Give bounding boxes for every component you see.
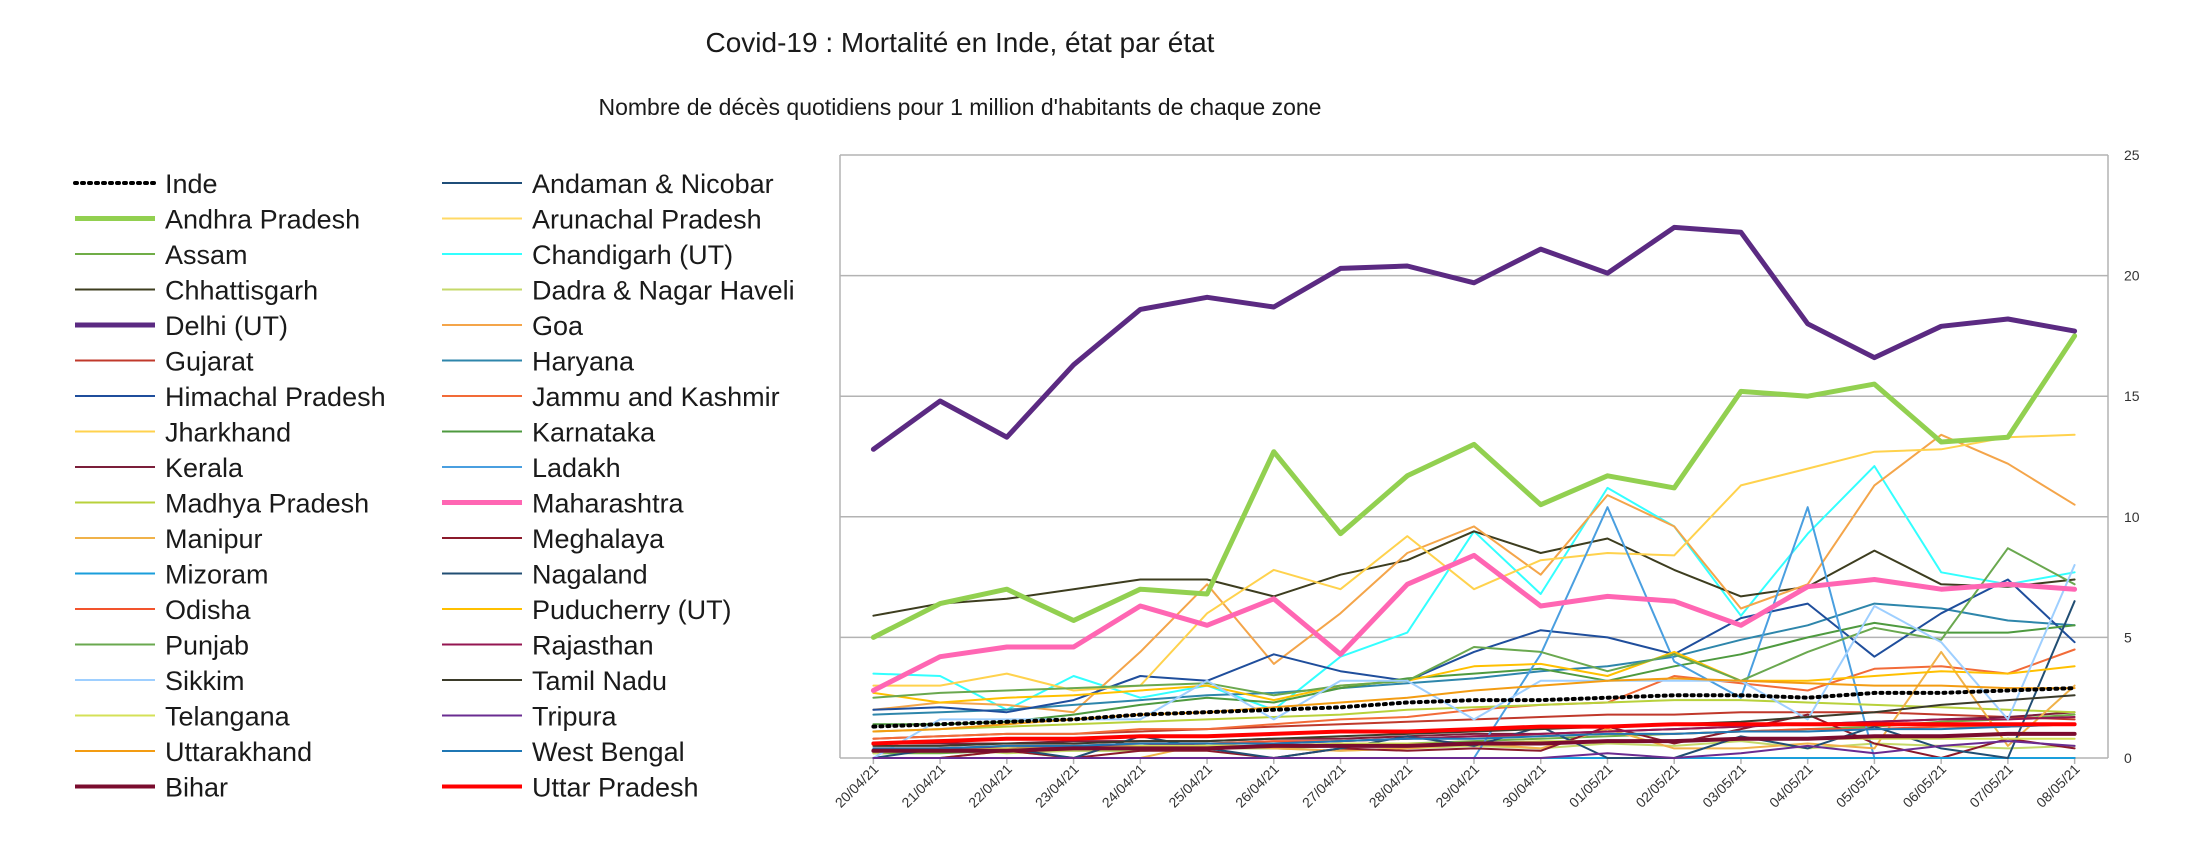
legend-label: Himachal Pradesh (165, 382, 386, 412)
legend-label: Mizoram (165, 560, 269, 590)
legend-label: Uttarakhand (165, 737, 312, 767)
series-line (872, 433, 2076, 714)
legend-label: Ladakh (532, 453, 621, 483)
y-tick-label: 5 (2124, 629, 2132, 645)
x-tick-label: 04/05/21 (1766, 761, 1816, 811)
legend-label: Chandigarh (UT) (532, 240, 733, 270)
legend-label: Inde (165, 169, 218, 199)
x-tick-label: 25/04/21 (1165, 761, 1215, 811)
series-line (872, 547, 2076, 699)
series-line (871, 686, 2077, 729)
legend-label: Nagaland (532, 560, 648, 590)
legend: Inde Andaman & Nicobar Andhra Pradesh Aruna… (73, 169, 795, 803)
series-line (870, 333, 2078, 640)
legend-label: Puducherry (UT) (532, 595, 732, 625)
series-line (872, 433, 2076, 692)
axes: 0 5 10 15 20 25 20/04/21 21/04/21 22/04/21 23/04/… (832, 147, 2140, 811)
legend-label: Tripura (532, 702, 618, 732)
y-tick-label: 0 (2124, 750, 2132, 766)
legend-label: Rajasthan (532, 631, 654, 661)
legend-label: Goa (532, 311, 584, 341)
legend-label: Gujarat (165, 347, 254, 377)
legend-label: Jharkhand (165, 418, 291, 448)
series-line (872, 677, 2076, 733)
x-tick-label: 24/04/21 (1099, 761, 1149, 811)
x-tick-label: 07/05/21 (1966, 761, 2016, 811)
series-line (872, 650, 2076, 704)
legend-label: Sikkim (165, 666, 245, 696)
series-line (870, 224, 2078, 452)
x-tick-label: 01/05/21 (1566, 761, 1616, 811)
legend-label: Telangana (165, 702, 291, 732)
legend-label: Andhra Pradesh (165, 205, 360, 235)
legend-label: Dadra & Nagar Haveli (532, 276, 795, 306)
legend-label: Assam (165, 240, 248, 270)
legend-label: Tamil Nadu (532, 666, 667, 696)
series-line (872, 740, 2076, 759)
y-tick-label: 25 (2124, 147, 2140, 163)
legend-label: Delhi (UT) (165, 311, 288, 341)
series-line (872, 699, 2076, 733)
legend-label: Manipur (165, 524, 263, 554)
x-tick-label: 26/04/21 (1232, 761, 1282, 811)
y-tick-label: 10 (2124, 509, 2140, 525)
series-line (871, 722, 2077, 746)
series-line (872, 602, 2076, 716)
legend-label: Arunachal Pradesh (532, 205, 762, 235)
legend-label: Haryana (532, 347, 635, 377)
legend-label: West Bengal (532, 737, 685, 767)
legend-label: Maharashtra (532, 489, 685, 519)
series-line (872, 621, 2076, 726)
series-line (870, 552, 2078, 693)
series-line (872, 723, 2076, 750)
legend-label: Madhya Pradesh (165, 489, 369, 519)
legend-label: Kerala (165, 453, 244, 483)
x-tick-label: 02/05/21 (1632, 761, 1682, 811)
x-tick-label: 28/04/21 (1366, 761, 1416, 811)
x-tick-label: 03/05/21 (1699, 761, 1749, 811)
x-tick-label: 27/04/21 (1299, 761, 1349, 811)
legend-label: Chhattisgarh (165, 276, 318, 306)
legend-label: Bihar (165, 773, 228, 803)
series-line (872, 694, 2076, 747)
x-tick-label: 06/05/21 (1899, 761, 1949, 811)
x-tick-label: 05/05/21 (1833, 761, 1883, 811)
legend-label: Uttar Pradesh (532, 773, 699, 803)
series-line (872, 530, 2076, 617)
x-tick-label: 21/04/21 (898, 761, 948, 811)
x-tick-label: 08/05/21 (2033, 761, 2083, 811)
chart-subtitle: Nombre de décès quotidiens pour 1 millio… (599, 94, 1322, 120)
legend-label: Jammu and Kashmir (532, 382, 780, 412)
x-tick-label: 22/04/21 (965, 761, 1015, 811)
legend-label: Odisha (165, 595, 252, 625)
legend-label: Karnataka (532, 418, 656, 448)
chart-title: Covid-19 : Mortalité en Inde, état par é… (706, 27, 1215, 58)
legend-label: Andaman & Nicobar (532, 169, 774, 199)
legend-label: Meghalaya (532, 524, 665, 554)
x-tick-label: 20/04/21 (832, 761, 882, 811)
series-line (871, 731, 2077, 753)
series-line (872, 648, 2076, 740)
y-tick-label: 20 (2124, 268, 2140, 284)
x-tick-label: 30/04/21 (1499, 761, 1549, 811)
legend-label: Punjab (165, 631, 249, 661)
series-lines (870, 224, 2078, 759)
y-tick-label: 15 (2124, 388, 2140, 404)
series-line (872, 578, 2076, 714)
x-tick-label: 29/04/21 (1432, 761, 1482, 811)
x-tick-label: 23/04/21 (1032, 761, 1082, 811)
